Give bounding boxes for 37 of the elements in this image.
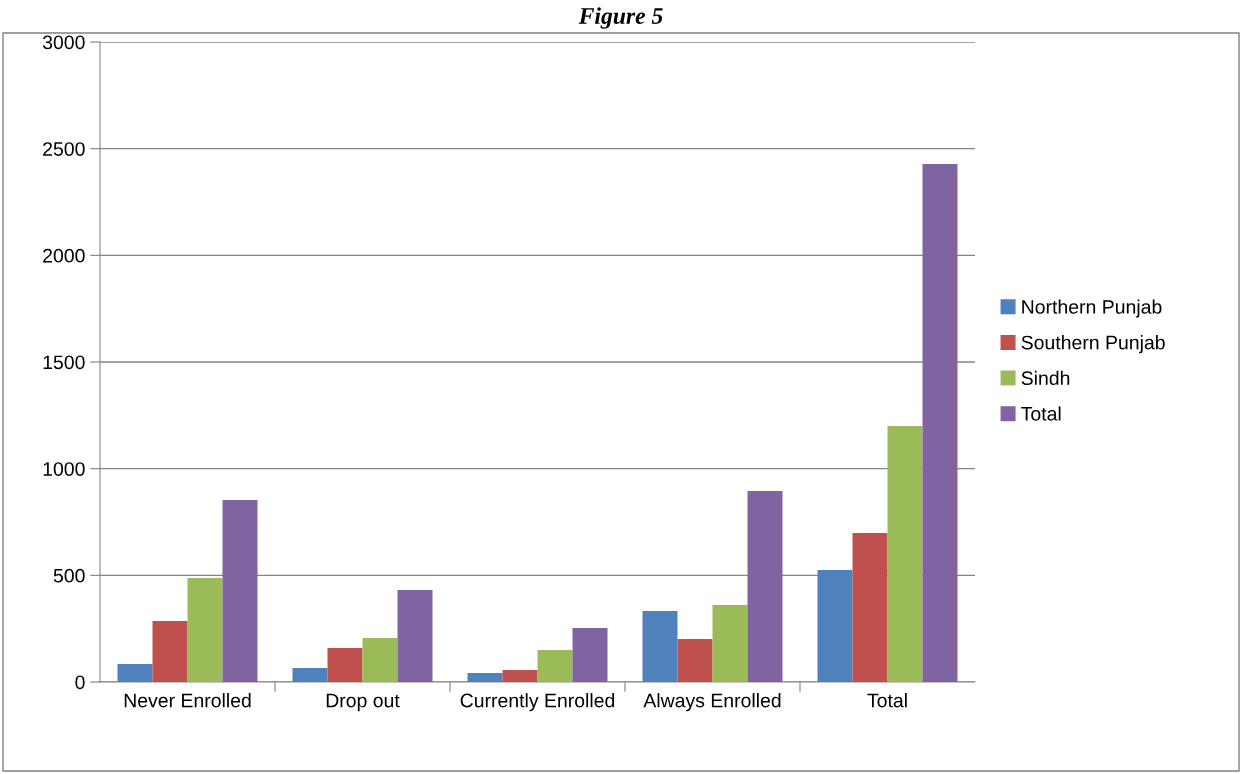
bar <box>922 164 958 682</box>
bar <box>677 638 713 682</box>
legend-label: Southern Punjab <box>1021 335 1165 354</box>
bar <box>747 491 783 682</box>
bar <box>572 628 608 682</box>
bar <box>852 533 888 682</box>
bar <box>117 664 153 682</box>
bar <box>887 426 923 682</box>
bar <box>362 638 398 682</box>
bar <box>502 670 538 682</box>
x-tick-label: Total <box>867 693 907 708</box>
bar <box>712 604 748 682</box>
y-tick-label: 2000 <box>43 248 85 263</box>
chart-title: Figure 5 <box>578 7 663 29</box>
y-tick-label: 2500 <box>43 142 85 156</box>
bar <box>327 648 363 682</box>
x-tick-label: Drop out <box>326 693 400 712</box>
legend-label: Northern Punjab <box>1022 299 1162 318</box>
bar <box>397 590 433 682</box>
bar <box>152 620 188 682</box>
x-tick-label: Currently Enrolled <box>460 693 615 712</box>
y-tick-label: 500 <box>53 568 85 583</box>
y-tick-label: 3000 <box>42 35 85 50</box>
y-tick-label: 0 <box>75 675 85 690</box>
bar <box>467 673 503 682</box>
bar <box>642 610 678 682</box>
y-tick-label: 1000 <box>43 462 85 476</box>
y-tick-label: 1500 <box>43 355 85 370</box>
legend-label: Total <box>1021 406 1061 421</box>
bar <box>292 667 328 682</box>
legend-label: Sindh <box>1021 370 1070 386</box>
x-tick-label: Always Enrolled <box>643 693 781 712</box>
bar <box>817 570 853 682</box>
bar <box>187 578 223 682</box>
bar <box>222 500 258 682</box>
bar <box>537 650 573 682</box>
x-tick-label: Never Enrolled <box>124 693 251 708</box>
